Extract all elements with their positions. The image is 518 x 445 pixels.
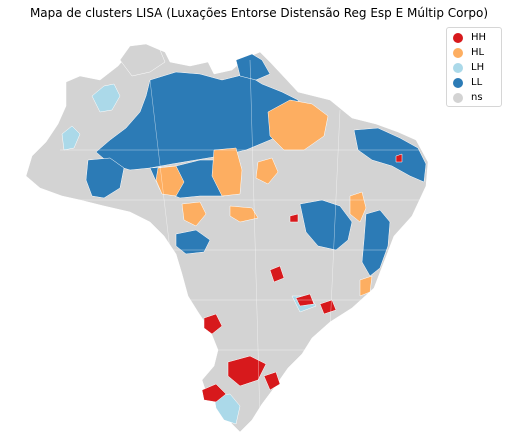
boundary-line: [329, 109, 341, 331]
region-ll-bahia: [299, 199, 353, 251]
boundary-line: [149, 79, 191, 421]
legend-label-ns: ns: [471, 92, 483, 103]
region-hl-goias: [181, 201, 207, 227]
region-hl-belt: [229, 205, 259, 223]
region-hl-para: [267, 99, 329, 151]
legend-marker-hl: [453, 47, 463, 58]
region-hh-rj: [319, 299, 337, 315]
legend-item-lh: LH: [453, 60, 501, 75]
legend-marker-lh: [453, 62, 463, 73]
region-lh-south: [213, 393, 241, 425]
legend: HH HL LH LL ns: [446, 27, 502, 107]
cluster-hl-group: [155, 99, 373, 297]
region-hh-parana: [203, 313, 223, 335]
region-hh-goias: [289, 213, 299, 223]
region-ll-north-strip: [235, 53, 271, 81]
legend-label-ll: LL: [471, 77, 483, 88]
region-lh-acre: [61, 125, 81, 151]
region-hl-east: [349, 191, 367, 223]
region-hl-coast-south: [359, 275, 373, 297]
region-lh-roraima: [91, 83, 121, 113]
legend-item-ns: ns: [453, 90, 501, 105]
map-title: Mapa de clusters LISA (Luxações Entorse …: [29, 6, 489, 20]
legend-marker-hh: [453, 32, 463, 43]
region-ll-goias: [175, 229, 211, 255]
region-ns-nw-lobe: [119, 43, 166, 77]
municipal-boundaries: [60, 59, 420, 421]
legend-item-hl: HL: [453, 45, 501, 60]
legend-label-hl: HL: [471, 47, 485, 58]
cluster-ll-group: [85, 53, 427, 277]
region-ll-northeast: [353, 127, 427, 183]
legend-item-hh: HH: [453, 30, 501, 45]
cluster-hh-group: [201, 153, 403, 403]
region-hl-rondonia: [155, 165, 185, 197]
region-ll-west: [85, 157, 125, 199]
legend-label-hh: HH: [471, 32, 487, 43]
region-hl-mato-grosso: [211, 147, 243, 197]
region-hh-sp-north: [269, 265, 285, 283]
region-hh-rs-east: [263, 371, 281, 391]
region-hh-rs-west: [201, 383, 227, 403]
region-hh-ne: [395, 153, 403, 163]
region-hl-tocantins: [255, 157, 279, 185]
legend-marker-ns: [453, 92, 463, 103]
region-hh-rs-center: [227, 355, 267, 387]
legend-item-ll: LL: [453, 75, 501, 90]
boundary-line: [249, 59, 261, 421]
legend-marker-ll: [453, 77, 463, 88]
legend-label-lh: LH: [471, 62, 485, 73]
region-ll-coast: [361, 209, 391, 277]
